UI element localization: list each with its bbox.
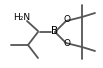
Text: O: O — [64, 14, 70, 24]
Text: H₂N: H₂N — [13, 13, 30, 21]
Text: B: B — [51, 26, 59, 36]
Text: O: O — [64, 40, 70, 48]
